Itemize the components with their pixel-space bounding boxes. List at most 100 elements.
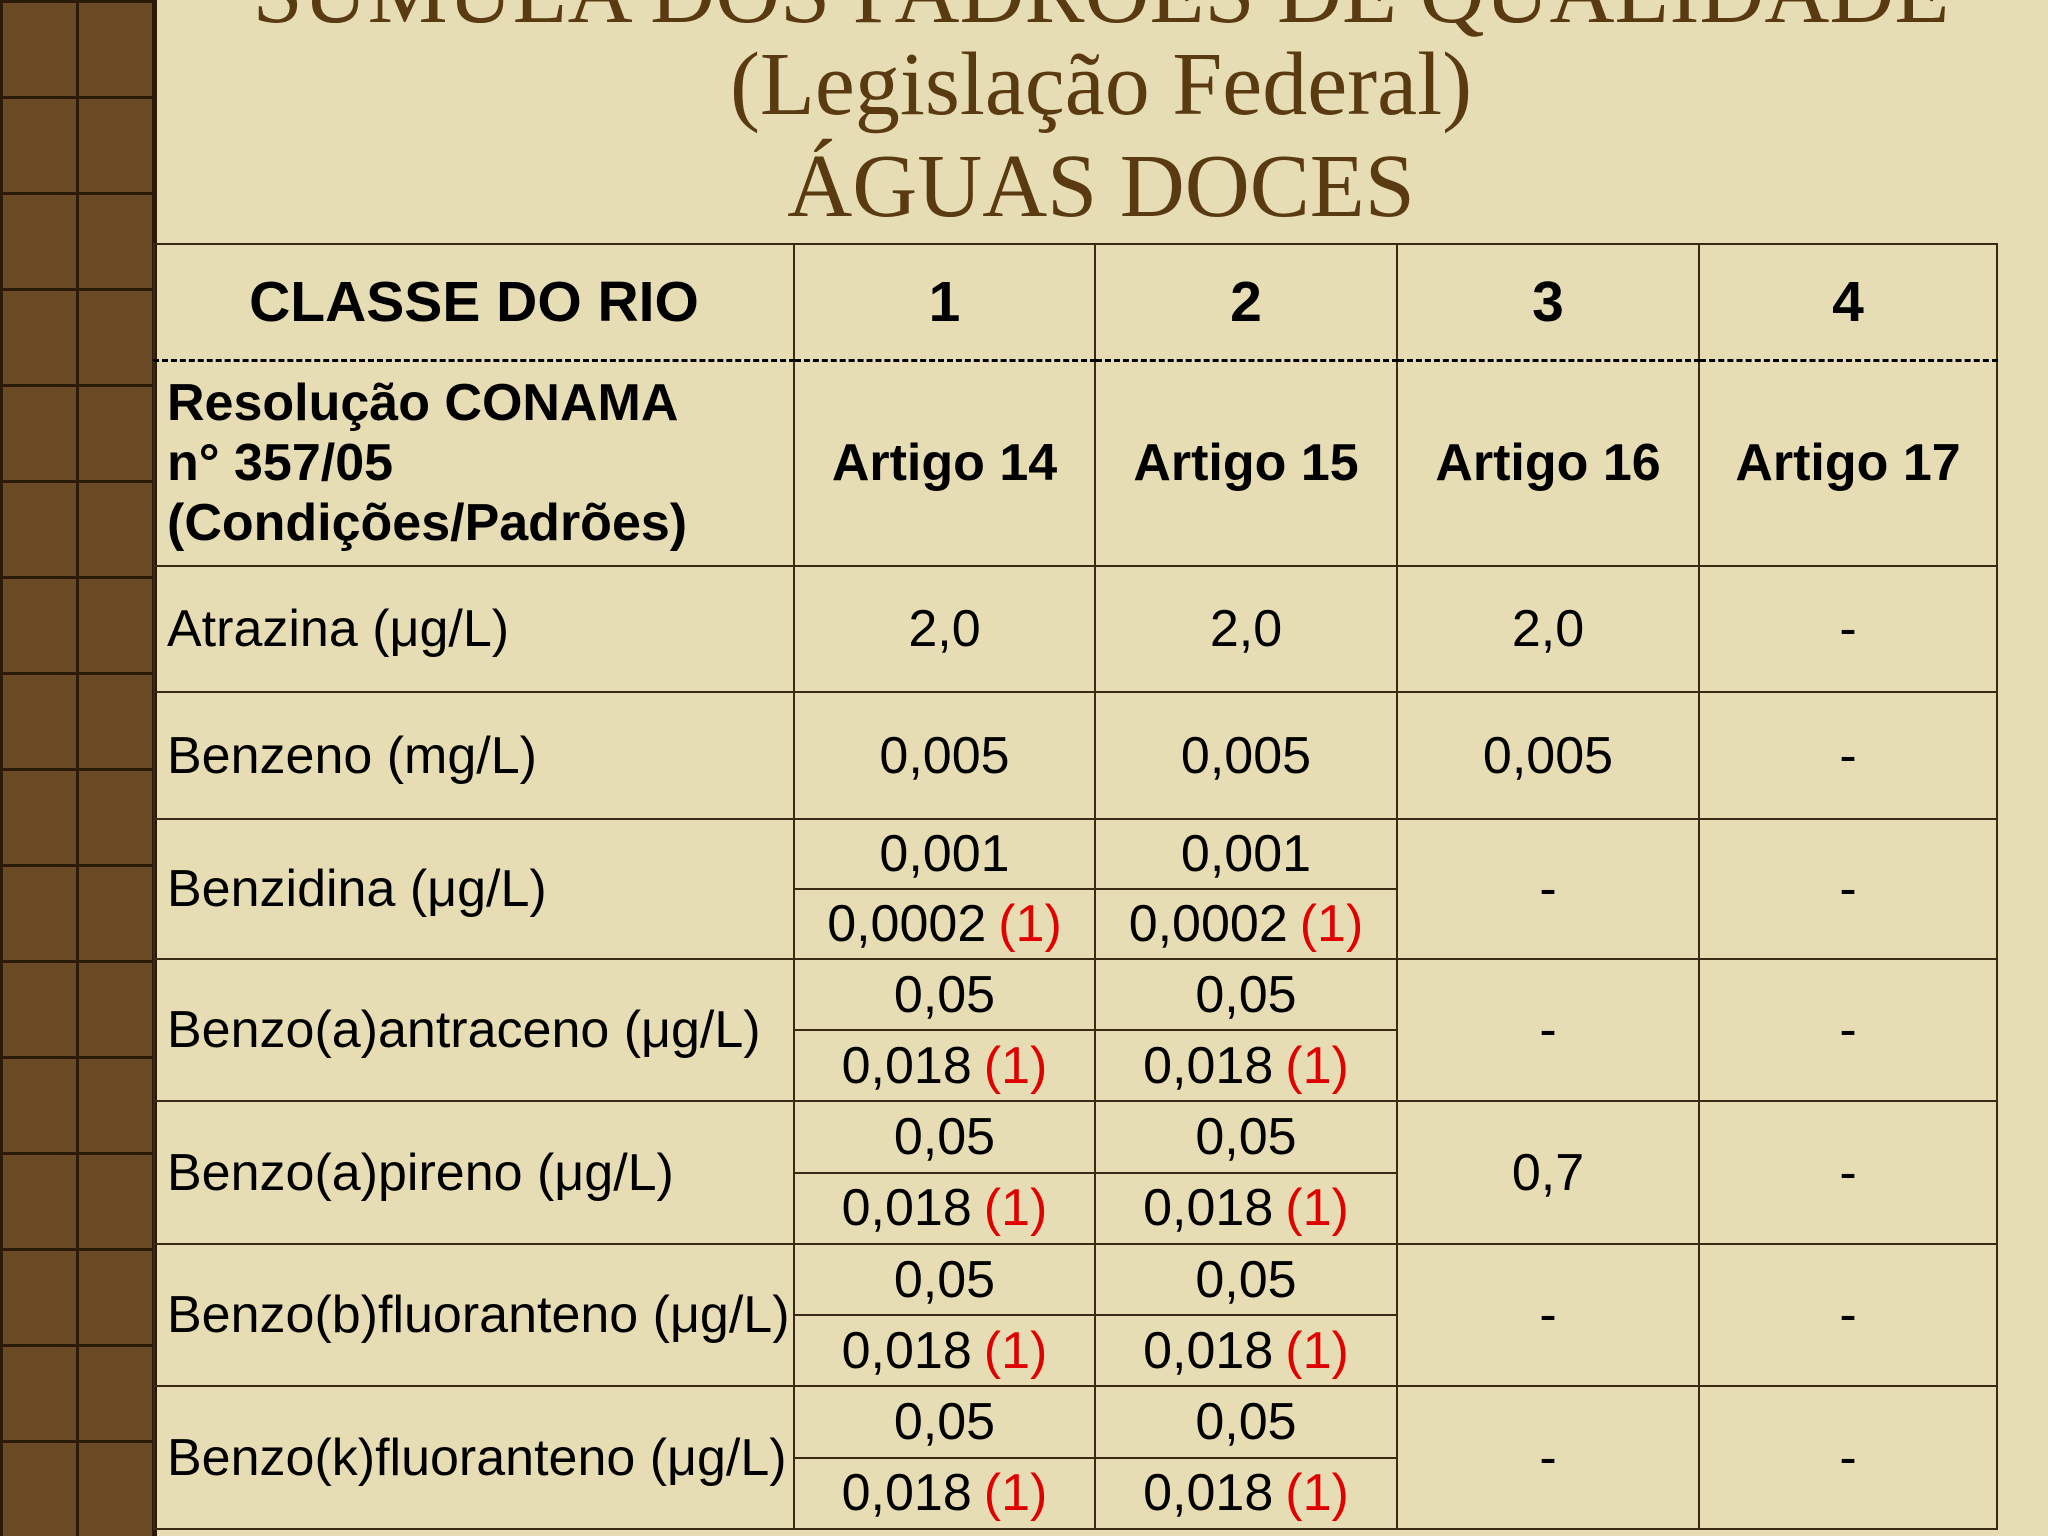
value-cell: - — [1396, 1243, 1700, 1387]
note: (1) — [983, 1321, 1048, 1380]
resolution-line: n° 357/05 — [167, 434, 394, 493]
note: (1) — [1285, 1179, 1349, 1238]
sub-cell: 0,05 — [795, 1387, 1094, 1457]
header-cell: 4 — [1698, 243, 1998, 362]
header-cell: 2 — [1094, 243, 1398, 362]
data-row: Benzo(b)fluoranteno (μg/L) 0,05 0,018 (1) 0,… — [153, 1243, 1998, 1387]
header-cell: CLASSE DO RIO — [153, 243, 795, 362]
note: (1) — [1285, 1464, 1349, 1523]
value-cell: 2,0 — [793, 565, 1096, 693]
split: 0,05 0,018 (1) — [1096, 1102, 1396, 1243]
sub-cell: 0,018 (1) — [795, 1171, 1094, 1244]
value: 0,001 — [879, 825, 1010, 883]
value: 0,018 — [841, 1321, 972, 1380]
header-cell: 3 — [1396, 243, 1700, 362]
split: 0,05 0,018 (1) — [795, 1387, 1094, 1528]
note: (1) — [1299, 895, 1364, 953]
sub-cell: 0,05 — [795, 960, 1094, 1029]
header-cell: 1 — [793, 243, 1096, 362]
split-cell: 0,05 0,018 (1) — [1094, 1385, 1398, 1530]
title-line: (Legislação Federal) — [729, 35, 1473, 134]
value-cell: 0,005 — [1396, 691, 1700, 820]
sub-cell: 0,001 — [1096, 820, 1396, 888]
data-row: Benzo(k)fluoranteno (μg/L) 0,05 0,018 (1) 0,… — [153, 1385, 1998, 1530]
data-row: Benzo(a)pireno (μg/L) 0,05 0,018 (1) 0,05 0,0… — [153, 1100, 1998, 1245]
value: 0,05 — [1195, 965, 1297, 1024]
note: (1) — [983, 1179, 1048, 1238]
article-cell: Artigo 14 — [793, 359, 1096, 567]
sub-cell: 0,018 (1) — [1096, 1029, 1396, 1100]
sub-cell: 0,05 — [795, 1245, 1094, 1314]
value: 0,05 — [1195, 1392, 1297, 1451]
row-label: Benzidina (μg/L) — [153, 818, 795, 960]
value-cell: - — [1396, 818, 1700, 960]
note: (1) — [1285, 1036, 1349, 1095]
resolution-line: (Condições/Padrões) — [167, 494, 688, 553]
sub-cell: 0,018 (1) — [795, 1029, 1094, 1100]
row-label: Benzo(b)fluoranteno (μg/L) — [153, 1243, 795, 1387]
split-cell: 0,05 0,018 (1) — [793, 1100, 1096, 1245]
row-label: Benzo(a)antraceno (μg/L) — [153, 958, 795, 1102]
resolution-row: Resolução CONAMA n° 357/05 (Condições/Padr… — [153, 359, 1998, 567]
header-row: CLASSE DO RIO 1 2 3 4 — [153, 243, 1998, 362]
value: 0,018 — [841, 1036, 972, 1095]
title-line: ÁGUAS DOCES — [787, 137, 1415, 236]
value: 0,018 — [841, 1464, 972, 1523]
value-cell: - — [1698, 818, 1998, 960]
split-cell: 0,05 0,018 (1) — [1094, 1100, 1398, 1245]
split-cell: 0,05 0,018 (1) — [793, 1243, 1096, 1387]
value-cell: - — [1396, 958, 1700, 1102]
value-cell: - — [1396, 1385, 1700, 1530]
split: 0,001 0,0002 (1) — [1096, 820, 1396, 958]
data-row: Atrazina (μg/L) 2,0 2,0 2,0- — [153, 565, 1998, 693]
value: 0,0002 — [1128, 895, 1288, 953]
sub-cell: 0,001 — [795, 820, 1094, 888]
split-cell: 0,001 0,0002 (1) — [793, 818, 1096, 960]
sub-cell: 0,018 (1) — [1096, 1314, 1396, 1385]
value: 0,05 — [893, 1107, 996, 1166]
note: (1) — [1285, 1321, 1349, 1380]
sub-cell: 0,018 (1) — [795, 1456, 1094, 1529]
value: 0,05 — [1195, 1107, 1297, 1166]
value: 0,05 — [1195, 1250, 1297, 1309]
article-cell: Artigo 17 — [1698, 359, 1998, 567]
sub-cell: 0,05 — [795, 1102, 1094, 1172]
data-row: Benzo(a)antraceno (μg/L) 0,05 0,018 (1) 0,05… — [153, 958, 1998, 1102]
split: 0,05 0,018 (1) — [795, 1102, 1094, 1243]
decorative-strip — [0, 0, 157, 1536]
value: 0,018 — [1143, 1321, 1274, 1380]
value-cell: - — [1698, 1385, 1998, 1530]
value: 0,018 — [1143, 1179, 1274, 1238]
row-label: Benzo(a)pireno (μg/L) — [153, 1100, 795, 1245]
value-cell: - — [1698, 565, 1998, 693]
sub-cell: 0,018 (1) — [795, 1314, 1094, 1385]
sub-cell: 0,05 — [1096, 1387, 1396, 1457]
row-label: Atrazina (μg/L) — [153, 565, 795, 693]
sub-cell: 0,0002 (1) — [1096, 888, 1396, 958]
value: 0,018 — [1143, 1036, 1274, 1095]
resolution-line: Resolução CONAMA — [167, 374, 679, 433]
note: (1) — [983, 1036, 1048, 1095]
row-label: Benzo(k)fluoranteno (μg/L) — [153, 1385, 795, 1530]
split-cell: 0,05 0,018 (1) — [1094, 958, 1398, 1102]
note: (1) — [983, 1464, 1048, 1523]
value-cell: 0,005 — [793, 691, 1096, 820]
value-cell: - — [1698, 958, 1998, 1102]
value: 0,018 — [1143, 1464, 1274, 1523]
split: 0,05 0,018 (1) — [1096, 960, 1396, 1100]
value: 0,0002 — [827, 895, 987, 953]
split-cell: 0,05 0,018 (1) — [793, 1385, 1096, 1530]
sub-cell: 0,05 — [1096, 1102, 1396, 1172]
value-cell: - — [1698, 1243, 1998, 1387]
value-cell: 2,0 — [1396, 565, 1700, 693]
value-cell: - — [1698, 1100, 1998, 1245]
data-row: Benzidina (μg/L) 0,001 0,0002 (1) 0,001 0,000… — [153, 818, 1998, 960]
split: 0,05 0,018 (1) — [1096, 1245, 1396, 1385]
split: 0,05 0,018 (1) — [795, 1245, 1094, 1385]
split-cell: 0,001 0,0002 (1) — [1094, 818, 1398, 960]
title-line: SÚMULA DOS PADRÕES DE QUALIDADE — [154, 0, 2048, 38]
value-cell: - — [1698, 691, 1998, 820]
value: 0,05 — [893, 1392, 996, 1451]
sub-cell: 0,05 — [1096, 1245, 1396, 1314]
split-cell: 0,05 0,018 (1) — [793, 958, 1096, 1102]
